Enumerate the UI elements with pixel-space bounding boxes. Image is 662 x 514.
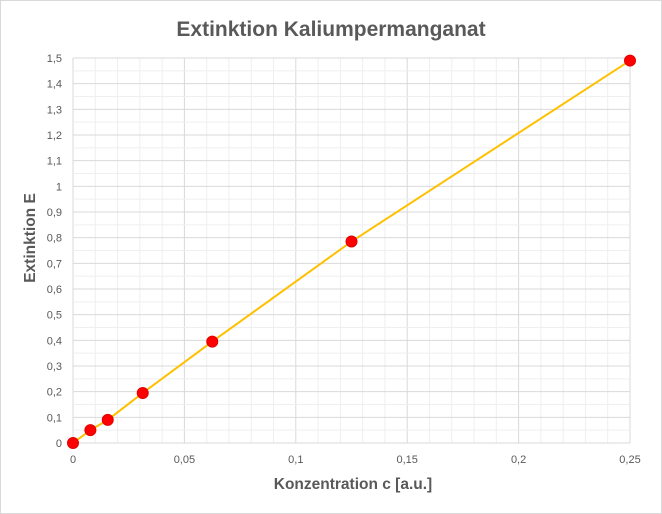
y-tick-label: 0,6 bbox=[47, 284, 62, 296]
chart-title: Extinktion Kaliumpermanganat bbox=[176, 18, 485, 41]
data-point bbox=[84, 424, 97, 437]
y-tick-label: 0,3 bbox=[47, 361, 62, 373]
x-tick-label: 0,15 bbox=[396, 454, 417, 466]
x-axis-label: Konzentration c [a.u.] bbox=[274, 476, 432, 493]
y-tick-label: 0,5 bbox=[47, 310, 62, 322]
y-tick-label: 1,4 bbox=[47, 79, 62, 91]
series bbox=[67, 54, 636, 449]
x-tick-labels: 0 0,05 0,1 0,15 0,2 0,25 bbox=[70, 454, 641, 466]
y-tick-label: 0,9 bbox=[47, 207, 62, 219]
y-tick-label: 0 bbox=[56, 438, 62, 450]
y-tick-label: 0,4 bbox=[47, 335, 62, 347]
series-line bbox=[72, 59, 631, 444]
y-tick-label: 0,7 bbox=[47, 258, 62, 270]
y-tick-label: 0,8 bbox=[47, 233, 62, 245]
x-tick-label: 0,25 bbox=[619, 454, 640, 466]
data-point bbox=[67, 437, 79, 449]
data-point bbox=[206, 335, 219, 348]
y-tick-label: 1,2 bbox=[47, 130, 62, 142]
x-tick-label: 0,1 bbox=[288, 454, 303, 466]
y-tick-label: 1,3 bbox=[47, 104, 62, 116]
data-point bbox=[345, 235, 358, 248]
data-point bbox=[624, 54, 636, 67]
y-tick-label: 0,1 bbox=[47, 412, 62, 424]
y-tick-label: 0,2 bbox=[47, 387, 62, 399]
y-tick-labels: 0 0,1 0,2 0,3 0,4 0,5 0,6 0,7 0,8 0,9 1 1,1 1,2 1,3 1,… bbox=[47, 53, 62, 450]
data-point bbox=[136, 386, 149, 399]
y-tick-label: 1,5 bbox=[47, 53, 62, 65]
y-tick-label: 1,1 bbox=[47, 156, 62, 168]
x-tick-label: 0 bbox=[70, 454, 76, 466]
y-tick-label: 1 bbox=[56, 181, 62, 193]
x-tick-label: 0,2 bbox=[511, 454, 526, 466]
data-point bbox=[101, 413, 114, 426]
x-tick-label: 0,05 bbox=[174, 454, 195, 466]
y-axis-label: Extinktion E bbox=[22, 193, 39, 283]
